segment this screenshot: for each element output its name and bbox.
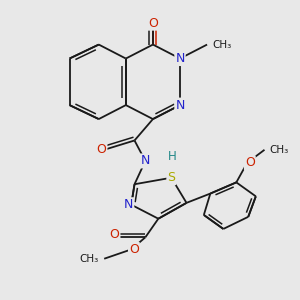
- Text: O: O: [148, 17, 158, 30]
- Text: S: S: [167, 171, 175, 184]
- Text: CH₃: CH₃: [270, 145, 289, 155]
- Text: O: O: [245, 156, 255, 169]
- Text: N: N: [141, 154, 150, 167]
- Text: CH₃: CH₃: [80, 254, 99, 264]
- Text: H: H: [168, 150, 177, 163]
- Text: O: O: [110, 228, 119, 241]
- Text: CH₃: CH₃: [212, 40, 232, 50]
- Text: O: O: [97, 143, 106, 156]
- Text: N: N: [175, 99, 185, 112]
- Text: N: N: [175, 52, 185, 65]
- Text: O: O: [129, 243, 139, 256]
- Text: N: N: [124, 198, 133, 211]
